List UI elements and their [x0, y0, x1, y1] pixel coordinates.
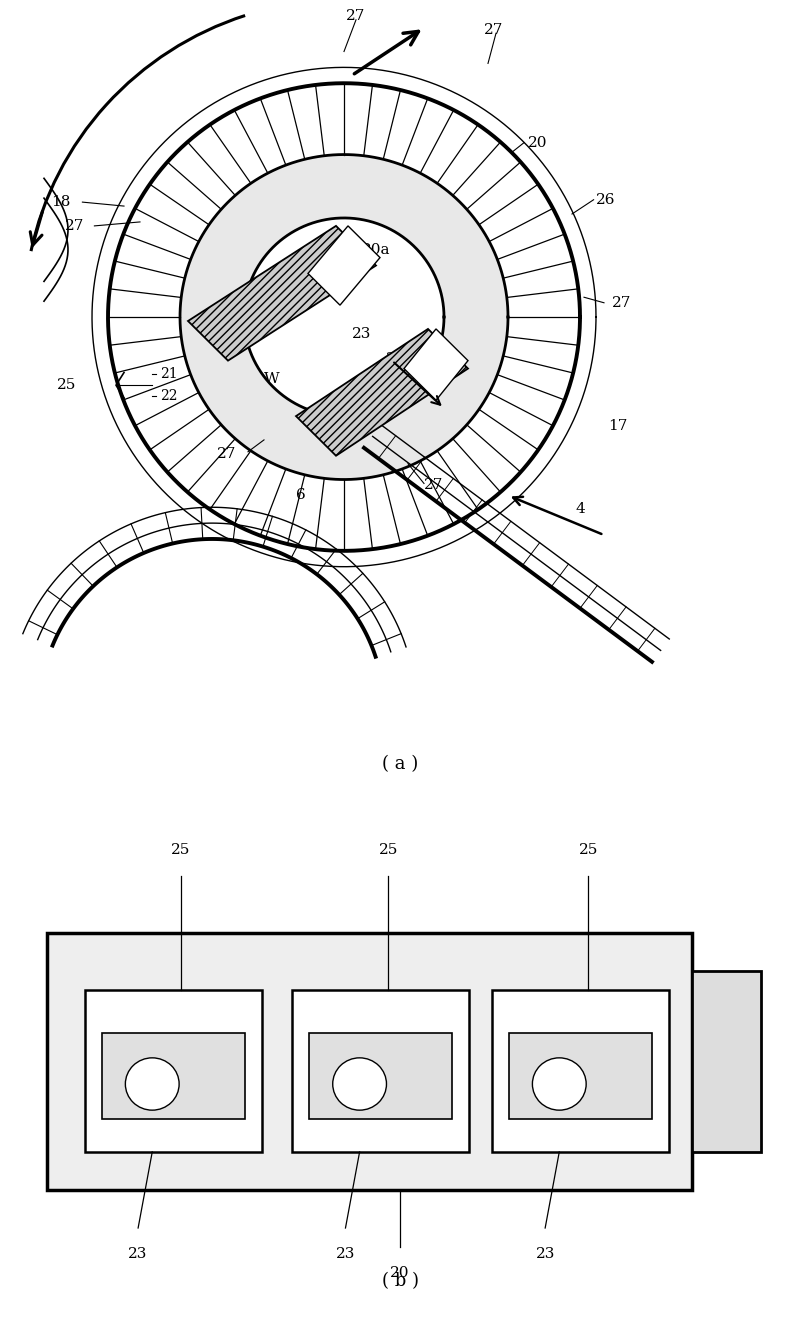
Ellipse shape [533, 1058, 586, 1110]
Polygon shape [102, 1033, 245, 1119]
Text: 26: 26 [596, 193, 615, 206]
Polygon shape [404, 329, 468, 400]
Text: 27: 27 [612, 296, 631, 309]
Text: 23: 23 [352, 328, 371, 341]
Text: W: W [264, 373, 280, 386]
Polygon shape [509, 1033, 652, 1119]
Polygon shape [692, 971, 761, 1152]
Polygon shape [85, 991, 262, 1152]
Polygon shape [308, 226, 380, 305]
Polygon shape [244, 218, 444, 416]
Polygon shape [310, 1033, 452, 1119]
Text: 17: 17 [608, 420, 627, 433]
Polygon shape [293, 991, 469, 1152]
Text: 23: 23 [129, 1247, 148, 1262]
Text: 18: 18 [51, 196, 70, 209]
Text: 4: 4 [576, 502, 586, 515]
Text: 23: 23 [535, 1247, 555, 1262]
Text: 23: 23 [336, 1247, 355, 1262]
Polygon shape [188, 226, 376, 361]
Text: ( b ): ( b ) [382, 1272, 418, 1289]
Ellipse shape [333, 1058, 386, 1110]
Text: 25: 25 [578, 843, 598, 857]
Text: ( a ): ( a ) [382, 754, 418, 773]
Text: 20: 20 [528, 136, 547, 149]
Polygon shape [492, 991, 669, 1152]
Text: 25: 25 [57, 378, 76, 392]
Text: 27: 27 [65, 219, 84, 232]
Text: 25: 25 [171, 843, 191, 857]
Text: 21: 21 [160, 367, 178, 380]
Polygon shape [296, 329, 468, 456]
Text: 24: 24 [386, 353, 405, 366]
Polygon shape [180, 155, 508, 480]
Text: 20a: 20a [362, 243, 390, 256]
Text: 27: 27 [217, 448, 236, 461]
Ellipse shape [126, 1058, 179, 1110]
Text: 27: 27 [346, 9, 366, 22]
Text: 27: 27 [424, 478, 443, 491]
Text: 6: 6 [296, 489, 306, 502]
Polygon shape [108, 83, 580, 551]
Polygon shape [46, 933, 692, 1190]
Text: 22: 22 [160, 390, 178, 403]
Text: 27: 27 [484, 24, 503, 37]
Text: 20: 20 [390, 1266, 410, 1280]
Text: 25: 25 [378, 843, 398, 857]
